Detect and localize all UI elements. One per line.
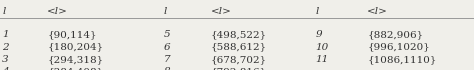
Text: {1086,1110}: {1086,1110} <box>367 55 437 64</box>
Text: 10: 10 <box>315 43 328 52</box>
Text: <l>: <l> <box>367 7 388 16</box>
Text: 11: 11 <box>315 55 328 64</box>
Text: 3: 3 <box>2 55 9 64</box>
Text: 4: 4 <box>2 67 9 70</box>
Text: 8: 8 <box>164 67 170 70</box>
Text: l: l <box>2 7 6 16</box>
Text: {996,1020}: {996,1020} <box>367 43 430 52</box>
Text: {90,114}: {90,114} <box>47 30 97 39</box>
Text: <l>: <l> <box>47 7 68 16</box>
Text: <l>: <l> <box>211 7 232 16</box>
Text: {294,318}: {294,318} <box>47 55 103 64</box>
Text: {882,906}: {882,906} <box>367 30 423 39</box>
Text: {678,702}: {678,702} <box>211 55 267 64</box>
Text: {792,816}: {792,816} <box>211 67 267 70</box>
Text: {498,522}: {498,522} <box>211 30 267 39</box>
Text: {384,408}: {384,408} <box>47 67 103 70</box>
Text: 9: 9 <box>315 30 322 39</box>
Text: {588,612}: {588,612} <box>211 43 267 52</box>
Text: 5: 5 <box>164 30 170 39</box>
Text: 1: 1 <box>2 30 9 39</box>
Text: 6: 6 <box>164 43 170 52</box>
Text: l: l <box>315 7 319 16</box>
Text: 7: 7 <box>164 55 170 64</box>
Text: —: — <box>315 67 326 70</box>
Text: 2: 2 <box>2 43 9 52</box>
Text: l: l <box>164 7 167 16</box>
Text: {180,204}: {180,204} <box>47 43 103 52</box>
